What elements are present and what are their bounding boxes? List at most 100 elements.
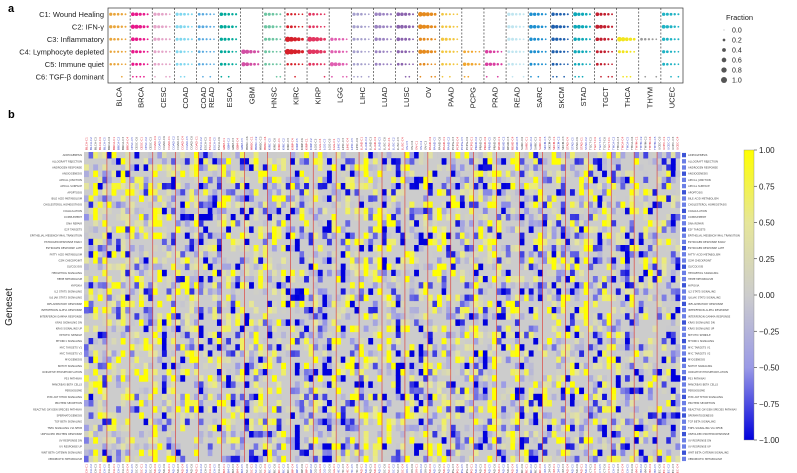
heatmap-cell xyxy=(418,152,424,159)
heatmap-cell xyxy=(382,164,387,171)
fraction-dot xyxy=(647,38,651,41)
heatmap-cell xyxy=(139,412,144,419)
heatmap-cell xyxy=(404,393,410,401)
column-label-bottom: PCPG-C5 xyxy=(460,464,464,473)
heatmap-cell xyxy=(675,294,681,302)
heatmap-cell xyxy=(290,412,296,419)
fraction-dot xyxy=(168,63,171,66)
heatmap-cell xyxy=(505,418,511,426)
column-label-top: TGCT-C3 xyxy=(589,137,593,151)
column-label-top: BRCA-C1 xyxy=(112,137,116,150)
heatmap-cell xyxy=(120,393,126,401)
heatmap-cell xyxy=(647,232,653,240)
column-label-bottom: PAAD-C1 xyxy=(442,464,446,473)
heatmap-cell xyxy=(459,338,465,345)
heatmap-cell xyxy=(359,393,364,401)
heatmap-cell xyxy=(478,356,484,364)
column-label-bottom: LIHC-C5 xyxy=(350,464,354,473)
column-label-top: COAD-C5 xyxy=(158,136,162,150)
heatmap-cell xyxy=(313,245,319,252)
heatmap-cell xyxy=(478,189,484,196)
heatmap-cell xyxy=(482,362,488,370)
heatmap-cell xyxy=(542,393,548,401)
heatmap-cell xyxy=(184,158,190,165)
heatmap-cell xyxy=(592,269,598,277)
heatmap-cell xyxy=(400,276,406,283)
heatmap-cell xyxy=(510,424,516,432)
fraction-dot xyxy=(434,75,436,78)
heatmap-cell xyxy=(459,294,465,302)
geneset-marker xyxy=(682,407,686,412)
heatmap-cell xyxy=(459,455,465,463)
heatmap-cell xyxy=(560,189,566,196)
fraction-dot xyxy=(179,37,183,41)
heatmap-cell xyxy=(235,449,241,457)
heatmap-cell xyxy=(331,257,337,264)
heatmap-cell xyxy=(514,443,520,450)
column-label-top: SARC-C6 xyxy=(520,137,524,150)
heatmap-cell xyxy=(276,400,282,407)
heatmap-cell xyxy=(212,164,218,171)
fraction-dot xyxy=(175,62,179,66)
heatmap-cell xyxy=(624,362,630,370)
heatmap-cell xyxy=(537,400,543,407)
heatmap-cell xyxy=(129,350,135,357)
heatmap-cell xyxy=(556,238,562,246)
heatmap-cell xyxy=(446,288,452,295)
heatmap-cell xyxy=(276,387,282,395)
heatmap-cell xyxy=(189,412,195,419)
heatmap-cell xyxy=(409,170,415,178)
heatmap-cell xyxy=(661,257,667,264)
heatmap-cell xyxy=(349,362,355,370)
fraction-dot xyxy=(275,75,278,78)
fraction-dot xyxy=(323,37,326,41)
heatmap-cell xyxy=(226,276,231,283)
heatmap-cell xyxy=(102,170,108,178)
heatmap-cell xyxy=(125,232,131,240)
heatmap-cell xyxy=(304,183,309,190)
geneset-marker xyxy=(682,252,686,257)
heatmap-cell xyxy=(116,307,121,314)
heatmap-cell xyxy=(194,220,199,227)
heatmap-cell xyxy=(322,176,328,184)
heatmap-cell xyxy=(455,375,461,382)
heatmap-cell xyxy=(276,393,282,401)
heatmap-cell xyxy=(487,344,493,351)
heatmap-cell xyxy=(313,269,319,277)
heatmap-cell xyxy=(299,288,305,295)
heatmap-cell xyxy=(574,325,580,333)
heatmap-cell xyxy=(675,288,681,295)
fraction-dot xyxy=(566,50,569,53)
column-label-bottom: LUSC-C3 xyxy=(396,464,400,473)
heatmap-cell xyxy=(194,400,199,407)
fraction-dot xyxy=(515,63,518,66)
column-label-bottom: UCEC-C6 xyxy=(657,464,661,473)
heatmap-cell xyxy=(505,300,511,308)
heatmap-cell xyxy=(171,375,176,382)
fraction-dot xyxy=(511,37,514,41)
heatmap-cell xyxy=(285,350,291,357)
fraction-dot xyxy=(607,12,610,16)
heatmap-cell xyxy=(216,232,222,240)
heatmap-cell xyxy=(560,251,566,258)
heatmap-cell xyxy=(556,294,562,302)
heatmap-cell xyxy=(281,288,287,295)
heatmap-cell xyxy=(317,158,323,165)
heatmap-cell xyxy=(473,325,479,333)
heatmap-cell xyxy=(106,263,112,271)
heatmap-cell xyxy=(592,158,598,165)
heatmap-cell xyxy=(106,251,112,258)
heatmap-cell xyxy=(180,369,186,376)
column-label-top: GBM-C2 xyxy=(226,138,230,150)
heatmap-cell xyxy=(271,232,277,240)
heatmap-cell xyxy=(93,350,99,357)
heatmap-cell xyxy=(450,325,456,333)
heatmap-cell xyxy=(239,269,245,277)
heatmap-cell xyxy=(194,406,199,413)
heatmap-cell xyxy=(469,344,474,351)
heatmap-cell xyxy=(400,257,406,264)
fraction-dot xyxy=(677,25,680,28)
heatmap-cell xyxy=(134,313,140,320)
heatmap-cell xyxy=(116,313,121,320)
